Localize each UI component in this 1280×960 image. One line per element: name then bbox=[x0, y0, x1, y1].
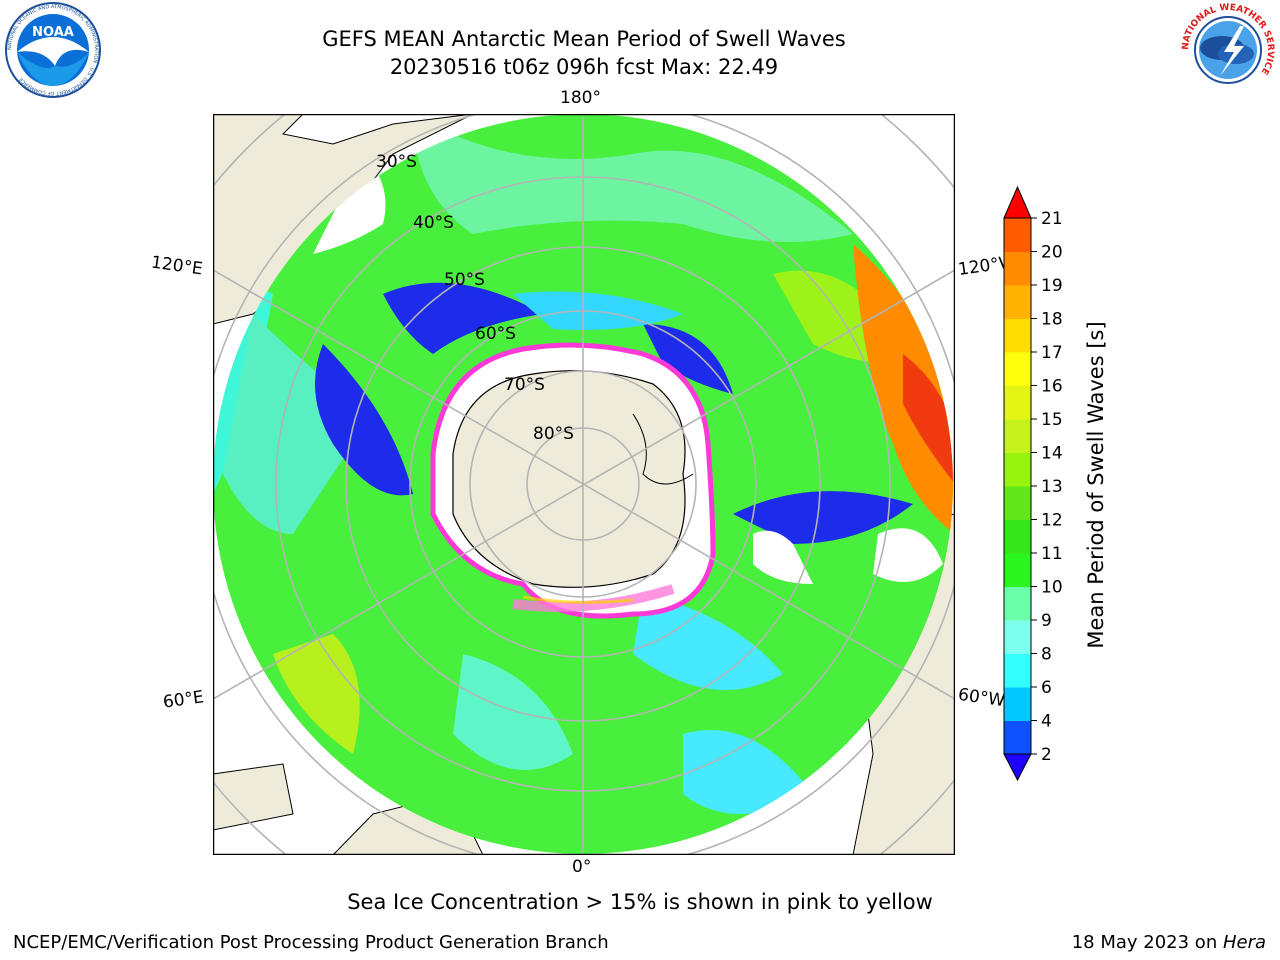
colorbar-bin bbox=[1004, 687, 1031, 721]
colorbar-bin bbox=[1004, 586, 1031, 621]
nws-logo: NATIONAL WEATHER SERVICE bbox=[1181, 3, 1275, 97]
footer-credit: NCEP/EMC/Verification Post Processing Pr… bbox=[13, 932, 609, 953]
colorbar-bin bbox=[1004, 519, 1031, 554]
colorbar-ticks: 2 4 6 8 9 10 11 12 13 14 15 16 17 18 19 20 21 bbox=[1031, 209, 1063, 765]
lon-label-60e: 60°E bbox=[161, 687, 206, 713]
lat-label-60s: 60°S bbox=[475, 324, 516, 344]
colorbar-bin bbox=[1004, 218, 1031, 252]
colorbar-label: Mean Period of Swell Waves [s] bbox=[1084, 321, 1108, 649]
lon-label-180: 180° bbox=[560, 88, 601, 108]
footer-date: 18 May 2023 on Hera bbox=[1072, 932, 1266, 953]
colorbar-tick-label: 13 bbox=[1041, 477, 1063, 497]
graticule bbox=[213, 114, 955, 855]
lat-label-70s: 70°S bbox=[504, 375, 545, 395]
colorbar-extend-low bbox=[1003, 753, 1032, 782]
colorbar-bin bbox=[1004, 553, 1031, 587]
colorbar-bins bbox=[1003, 185, 1032, 782]
colorbar-bin bbox=[1004, 419, 1031, 453]
colorbar-bin bbox=[1004, 318, 1031, 353]
colorbar-bin bbox=[1004, 352, 1031, 386]
colorbar-tick-label: 19 bbox=[1041, 276, 1063, 296]
chart-title: GEFS MEAN Antarctic Mean Period of Swell… bbox=[322, 27, 846, 51]
lon-label-60w: 60°W bbox=[956, 684, 1007, 712]
colorbar-tick-label: 6 bbox=[1041, 678, 1052, 698]
colorbar-tick-label: 20 bbox=[1041, 243, 1063, 263]
colorbar-tick-label: 16 bbox=[1041, 377, 1063, 397]
lon-label-120e: 120°E bbox=[149, 252, 204, 280]
colorbar-bin bbox=[1004, 486, 1031, 520]
colorbar-tick-label: 15 bbox=[1041, 410, 1063, 430]
colorbar-bin bbox=[1004, 720, 1031, 755]
colorbar-extend-high bbox=[1003, 185, 1032, 219]
footer-date-text: 18 May 2023 on bbox=[1071, 932, 1223, 953]
colorbar-bin bbox=[1004, 620, 1031, 654]
colorbar-tick-label: 18 bbox=[1041, 310, 1063, 330]
footer-host: Hera bbox=[1222, 932, 1266, 953]
sea-ice-caption: Sea Ice Concentration > 15% is shown in … bbox=[347, 890, 933, 914]
colorbar-tick-label: 11 bbox=[1041, 544, 1063, 564]
lat-label-80s: 80°S bbox=[533, 424, 574, 444]
colorbar-bin bbox=[1004, 251, 1031, 286]
colorbar-tick-label: 21 bbox=[1041, 209, 1063, 229]
lon-label-0: 0° bbox=[572, 857, 592, 877]
lat-label-40s: 40°S bbox=[413, 213, 454, 233]
colorbar-tick-label: 17 bbox=[1041, 343, 1063, 363]
colorbar-tick-label: 4 bbox=[1041, 712, 1052, 732]
colorbar-bin bbox=[1004, 653, 1031, 688]
colorbar-tick-label: 9 bbox=[1041, 611, 1052, 631]
svg-text:NOAA: NOAA bbox=[32, 25, 74, 40]
colorbar-tick-label: 12 bbox=[1041, 511, 1063, 531]
polar-map bbox=[212, 113, 956, 856]
colorbar-tick-label: 8 bbox=[1041, 645, 1052, 665]
colorbar-bin bbox=[1004, 285, 1031, 319]
lat-label-50s: 50°S bbox=[444, 270, 485, 290]
colorbar-bin bbox=[1004, 452, 1031, 487]
map-canvas bbox=[212, 113, 956, 856]
colorbar-bin bbox=[1004, 385, 1031, 420]
colorbar-tick-label: 10 bbox=[1041, 578, 1063, 598]
colorbar-tick-label: 14 bbox=[1041, 444, 1063, 464]
colorbar-tick-label: 2 bbox=[1041, 745, 1052, 765]
lat-label-30s: 30°S bbox=[376, 152, 417, 172]
noaa-logo: NOAA NATIONAL OCEANIC AND ATMOSPHERIC AD… bbox=[5, 2, 101, 98]
chart-subtitle: 20230516 t06z 096h fcst Max: 22.49 bbox=[389, 55, 779, 79]
colorbar: 2 4 6 8 9 10 11 12 13 14 15 16 17 18 19 20 21 bbox=[1003, 185, 1063, 782]
